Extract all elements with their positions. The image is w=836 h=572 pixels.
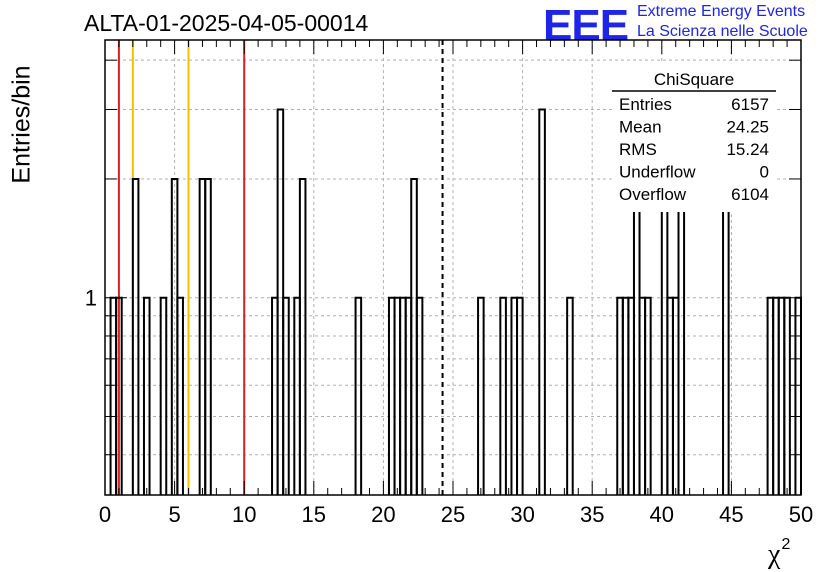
x-tick-label: 15 bbox=[302, 502, 326, 527]
x-axis-label: χ2 bbox=[768, 536, 790, 571]
stats-label: Underflow bbox=[619, 163, 696, 182]
histogram-bin bbox=[477, 296, 485, 495]
x-axis-superscript: 2 bbox=[781, 536, 791, 553]
histogram-bin bbox=[131, 177, 140, 495]
histogram-bin bbox=[298, 177, 307, 495]
chart-title: ALTA-01-2025-04-05-00014 bbox=[84, 10, 369, 36]
histogram-bin bbox=[142, 296, 151, 495]
stats-value: 6157 bbox=[731, 95, 769, 114]
x-tick-label: 40 bbox=[650, 502, 674, 527]
x-tick-label: 0 bbox=[99, 502, 111, 527]
x-tick-label: 10 bbox=[232, 502, 256, 527]
histogram-bin bbox=[794, 296, 802, 495]
x-tick-label: 20 bbox=[371, 502, 395, 527]
histogram-bin bbox=[644, 296, 652, 495]
axis-ticks: 0 5 10 15 20 25 30 35 40 45 50 1 bbox=[85, 40, 813, 527]
histogram-bin bbox=[538, 108, 546, 495]
x-tick-label: 50 bbox=[789, 502, 813, 527]
x-tick-label: 25 bbox=[441, 502, 465, 527]
logo-line-2: La Scienza nelle Scuole bbox=[637, 23, 808, 40]
stats-label: Overflow bbox=[619, 185, 687, 204]
stats-label: RMS bbox=[619, 140, 657, 159]
histogram-bin bbox=[499, 296, 507, 495]
histogram-bin bbox=[783, 296, 791, 495]
histogram-bin bbox=[722, 177, 730, 495]
histogram-bin bbox=[204, 177, 212, 495]
histogram-bin bbox=[354, 296, 363, 495]
x-tick-label: 30 bbox=[510, 502, 534, 527]
histogram-bin bbox=[566, 296, 574, 495]
histogram-bin bbox=[159, 296, 168, 495]
stats-name: ChiSquare bbox=[654, 70, 734, 89]
histogram-bin bbox=[282, 296, 290, 495]
histogram-bin bbox=[677, 177, 686, 495]
logo-line-1: Extreme Energy Events bbox=[637, 3, 806, 20]
eee-logo: EEE bbox=[543, 1, 629, 50]
stats-value: 15.24 bbox=[726, 140, 769, 159]
x-axis-symbol: χ bbox=[768, 539, 781, 570]
histogram-bin bbox=[176, 296, 184, 495]
stats-label: Entries bbox=[619, 95, 672, 114]
histogram-bin bbox=[516, 296, 524, 495]
stats-box-bg bbox=[612, 64, 776, 212]
stats-value: 0 bbox=[760, 163, 769, 182]
stats-box: ChiSquare Entries 6157 Mean 24.25 RMS 15.24 Und… bbox=[612, 64, 776, 212]
stats-label: Mean bbox=[619, 118, 662, 137]
histogram-bars bbox=[109, 108, 802, 495]
stats-value: 6104 bbox=[731, 185, 769, 204]
stats-value: 24.25 bbox=[726, 118, 769, 137]
histogram-bin bbox=[415, 296, 424, 495]
x-tick-label: 35 bbox=[580, 502, 604, 527]
x-tick-label: 45 bbox=[719, 502, 743, 527]
x-tick-label: 5 bbox=[168, 502, 180, 527]
y-tick-label: 1 bbox=[85, 286, 97, 311]
